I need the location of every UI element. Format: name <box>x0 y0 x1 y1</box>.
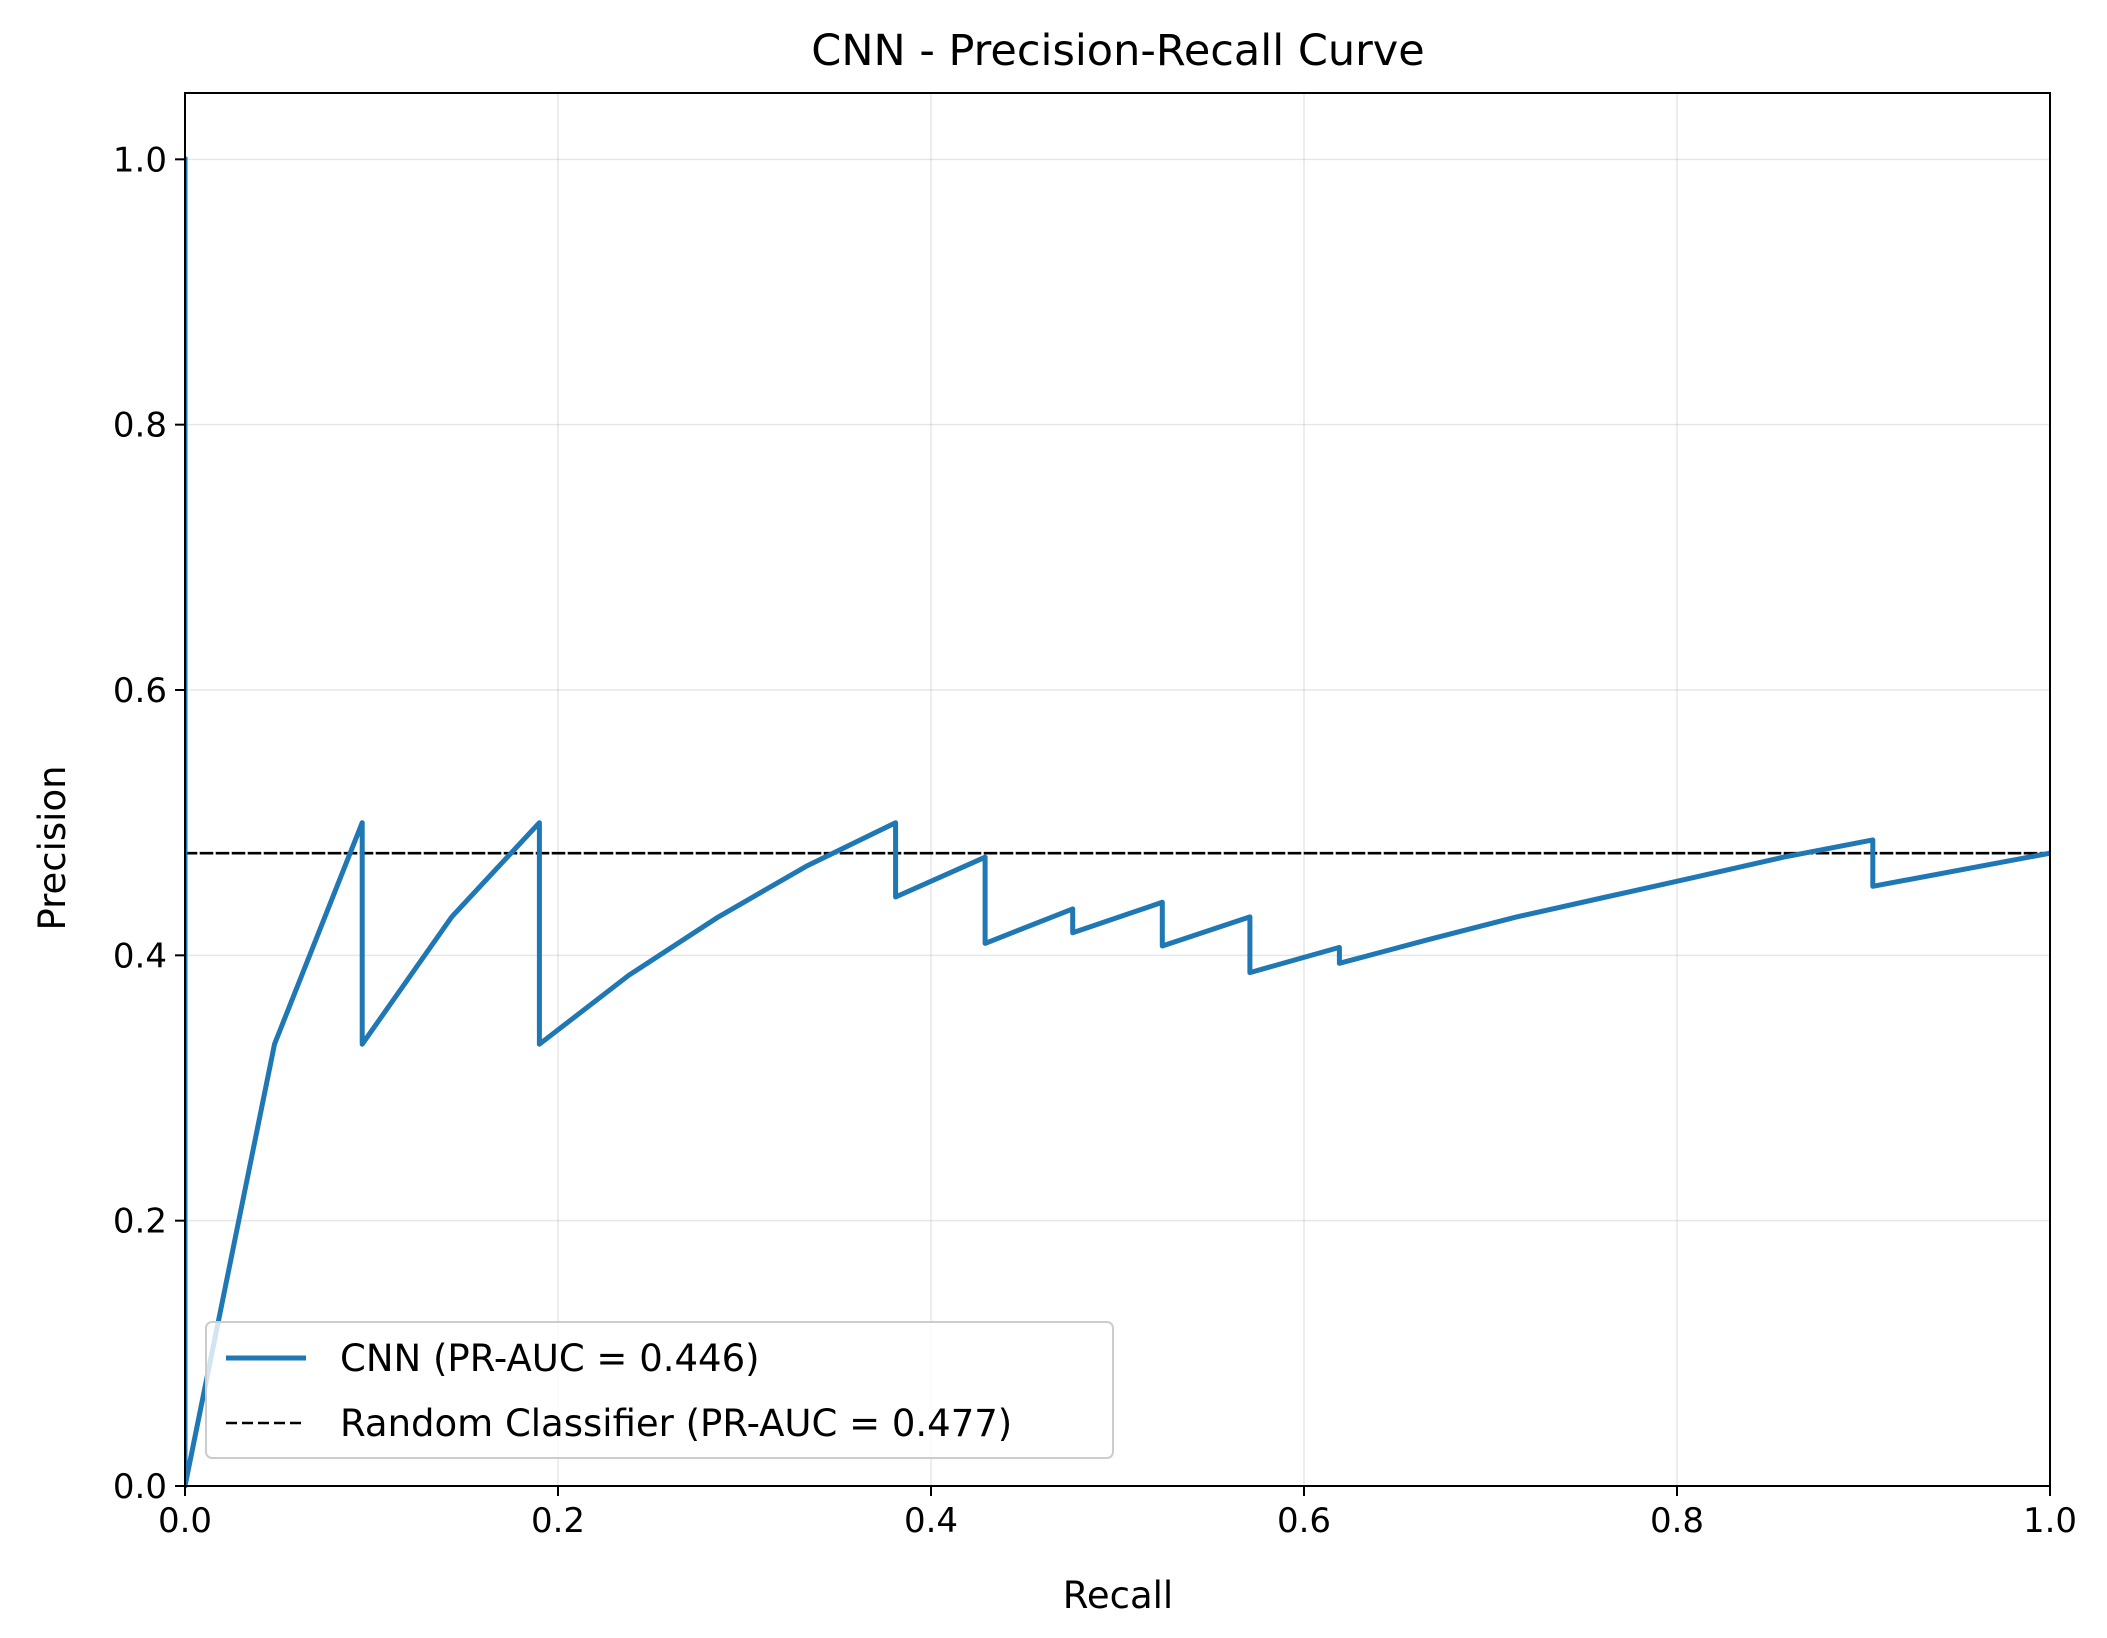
y-tick-label: 0.0 <box>113 1467 167 1507</box>
cnn-pr-curve <box>185 156 2050 1489</box>
axis-ticks: 0.0 0.2 0.4 0.6 0.8 1.0 0.0 0.2 0.4 0.6 0.8 1.0 <box>113 140 2077 1541</box>
plot-frame <box>184 92 2051 1487</box>
x-tick-label: 0.2 <box>531 1501 585 1541</box>
y-tick-label: 1.0 <box>113 140 167 180</box>
x-tick-label: 0.6 <box>1277 1501 1331 1541</box>
chart-title: CNN - Precision-Recall Curve <box>811 26 1424 76</box>
y-tick-label: 0.4 <box>113 936 167 976</box>
x-tick-label: 0.4 <box>904 1501 958 1541</box>
y-axis-label: Precision <box>31 765 74 930</box>
legend: CNN (PR-AUC = 0.446) Random Classifier (P… <box>205 1321 1114 1459</box>
y-tick-label: 0.8 <box>113 406 167 446</box>
x-tick-label: 0.8 <box>1650 1501 1704 1541</box>
legend-entry-label: Random Classifier (PR-AUC = 0.477) <box>340 1402 1012 1445</box>
series-layer <box>185 156 2050 1489</box>
x-axis-label: Recall <box>1063 1574 1173 1617</box>
x-tick-label: 1.0 <box>2023 1501 2077 1541</box>
y-tick-label: 0.6 <box>113 671 167 711</box>
x-tick-label: 0.0 <box>158 1501 212 1541</box>
y-tick-label: 0.2 <box>113 1202 167 1242</box>
grid <box>184 93 2051 1487</box>
legend-entry-label: CNN (PR-AUC = 0.446) <box>340 1337 760 1380</box>
legend-box <box>205 1321 1114 1459</box>
